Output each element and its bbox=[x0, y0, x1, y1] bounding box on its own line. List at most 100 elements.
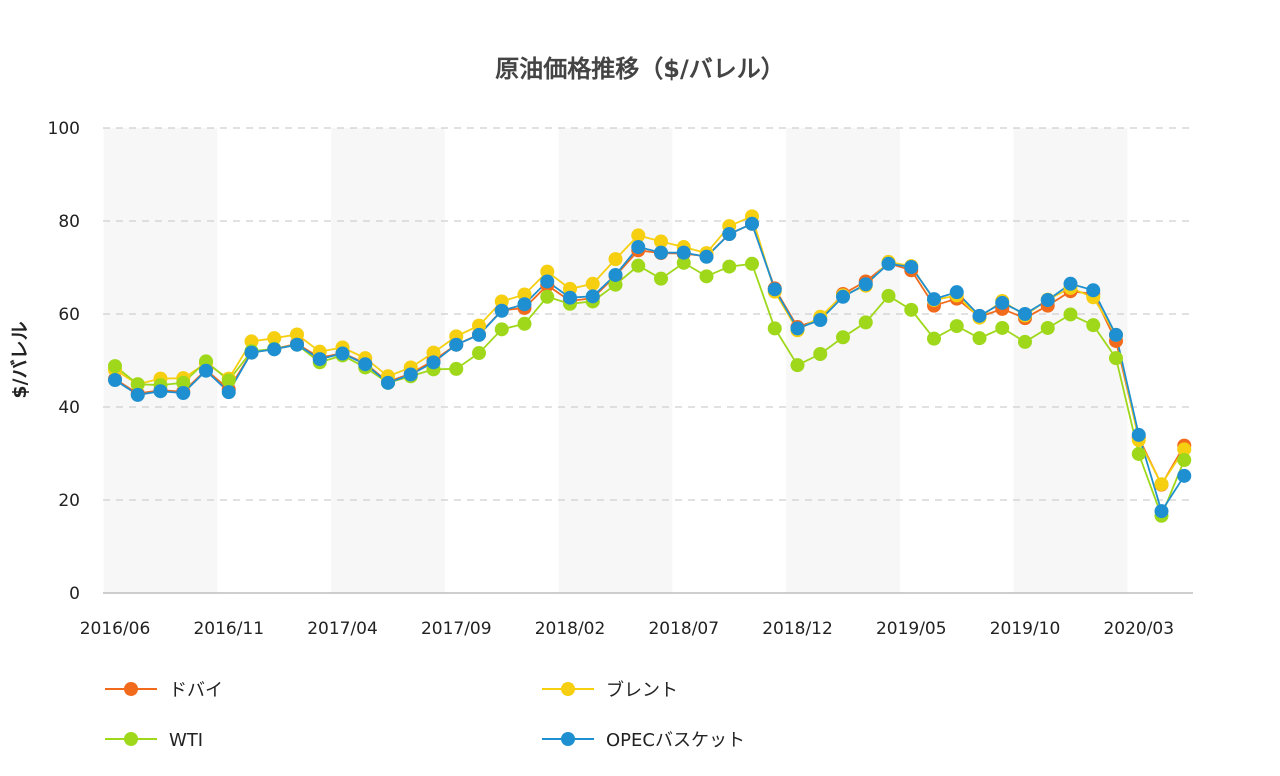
data-point bbox=[722, 227, 737, 242]
data-point bbox=[1018, 334, 1032, 349]
y-tick-label: 20 bbox=[58, 491, 80, 511]
data-point bbox=[790, 358, 805, 373]
data-point bbox=[290, 327, 304, 342]
data-point bbox=[221, 373, 236, 388]
data-point bbox=[995, 320, 1010, 335]
legend-item: ブレント bbox=[542, 679, 678, 701]
data-point bbox=[1131, 446, 1146, 461]
y-tick-label: 40 bbox=[58, 398, 80, 418]
data-point bbox=[517, 297, 532, 312]
data-point bbox=[1154, 477, 1169, 492]
data-point bbox=[881, 288, 896, 303]
legend-label: ブレント bbox=[606, 679, 678, 701]
y-tick-label: 100 bbox=[48, 119, 80, 139]
data-point bbox=[449, 361, 464, 376]
data-point bbox=[767, 321, 782, 336]
data-point bbox=[494, 322, 509, 337]
grid-lines bbox=[103, 127, 1193, 594]
data-point bbox=[290, 337, 304, 352]
data-point bbox=[199, 363, 213, 378]
data-point bbox=[335, 346, 350, 361]
data-point bbox=[1040, 293, 1055, 308]
background-bands bbox=[103, 128, 1128, 593]
y-tick-label: 0 bbox=[69, 584, 80, 604]
data-point bbox=[585, 276, 600, 291]
x-tick-label: 2016/06 bbox=[80, 619, 151, 639]
data-point bbox=[540, 274, 555, 289]
data-point bbox=[699, 249, 714, 264]
data-point bbox=[949, 319, 964, 334]
x-tick-label: 2017/09 bbox=[421, 619, 492, 639]
legend-label: ドバイ bbox=[169, 680, 223, 701]
legend-swatch-marker bbox=[124, 732, 138, 746]
data-point bbox=[267, 331, 282, 346]
data-point bbox=[563, 290, 577, 305]
data-point bbox=[927, 331, 941, 346]
chart-title: 原油価格推移（$/バレル） bbox=[495, 55, 784, 83]
background-band bbox=[558, 128, 673, 593]
data-point bbox=[1177, 468, 1192, 483]
x-tick-label: 2017/04 bbox=[307, 619, 378, 639]
data-point bbox=[676, 245, 691, 260]
x-tick-label: 2018/07 bbox=[648, 619, 719, 639]
data-point bbox=[381, 375, 395, 390]
data-point bbox=[1086, 318, 1101, 333]
data-point bbox=[745, 256, 759, 271]
data-point bbox=[540, 264, 555, 279]
x-tick-labels: 2016/06 2016/11 2017/04 2017/09 2018/02 2018/… bbox=[80, 619, 1174, 639]
data-point bbox=[153, 384, 168, 399]
data-point bbox=[927, 292, 941, 307]
data-point bbox=[631, 240, 646, 255]
legend-swatch-marker bbox=[561, 682, 575, 696]
legend-swatch-marker bbox=[561, 732, 575, 746]
data-point bbox=[108, 373, 122, 388]
data-point bbox=[1154, 504, 1169, 519]
data-point bbox=[244, 334, 259, 349]
data-point bbox=[631, 228, 646, 243]
y-tick-label: 60 bbox=[58, 305, 80, 325]
data-point bbox=[1131, 427, 1146, 442]
data-point bbox=[654, 245, 668, 260]
y-tick-labels: 0 20 40 60 80 100 bbox=[48, 119, 80, 604]
data-point bbox=[472, 327, 486, 342]
legend-swatch-marker bbox=[124, 682, 138, 696]
data-point bbox=[608, 252, 623, 267]
data-point bbox=[631, 258, 646, 273]
x-tick-label: 2016/11 bbox=[193, 619, 264, 639]
data-point bbox=[881, 256, 896, 271]
x-tick-label: 2019/05 bbox=[876, 619, 947, 639]
data-point bbox=[358, 357, 373, 372]
data-point bbox=[540, 289, 555, 304]
x-tick-label: 2020/03 bbox=[1103, 619, 1174, 639]
legend-item: ドバイ bbox=[105, 680, 223, 701]
data-point bbox=[1018, 307, 1032, 321]
y-tick-label: 80 bbox=[58, 212, 80, 232]
data-point bbox=[836, 289, 850, 304]
data-point bbox=[426, 345, 441, 360]
legend-item: WTI bbox=[105, 730, 203, 751]
data-point bbox=[836, 330, 850, 345]
legend-item: OPECバスケット bbox=[542, 730, 745, 751]
data-point bbox=[608, 277, 623, 292]
data-point bbox=[1109, 351, 1123, 366]
data-point bbox=[676, 255, 691, 270]
data-point bbox=[1086, 283, 1101, 298]
data-point bbox=[858, 315, 873, 330]
legend-label: OPECバスケット bbox=[606, 730, 745, 751]
x-tick-label: 2018/12 bbox=[762, 619, 833, 639]
data-point bbox=[108, 359, 122, 374]
data-point bbox=[449, 337, 464, 352]
data-point bbox=[767, 282, 782, 297]
data-point bbox=[790, 321, 805, 336]
data-point bbox=[654, 234, 668, 249]
data-point bbox=[904, 302, 919, 317]
data-point bbox=[130, 387, 145, 402]
data-point bbox=[995, 295, 1010, 310]
data-point bbox=[426, 355, 441, 370]
data-point bbox=[813, 346, 828, 361]
y-axis-label: $/バレル bbox=[9, 321, 31, 398]
data-point bbox=[972, 308, 987, 323]
x-tick-label: 2019/10 bbox=[990, 619, 1061, 639]
